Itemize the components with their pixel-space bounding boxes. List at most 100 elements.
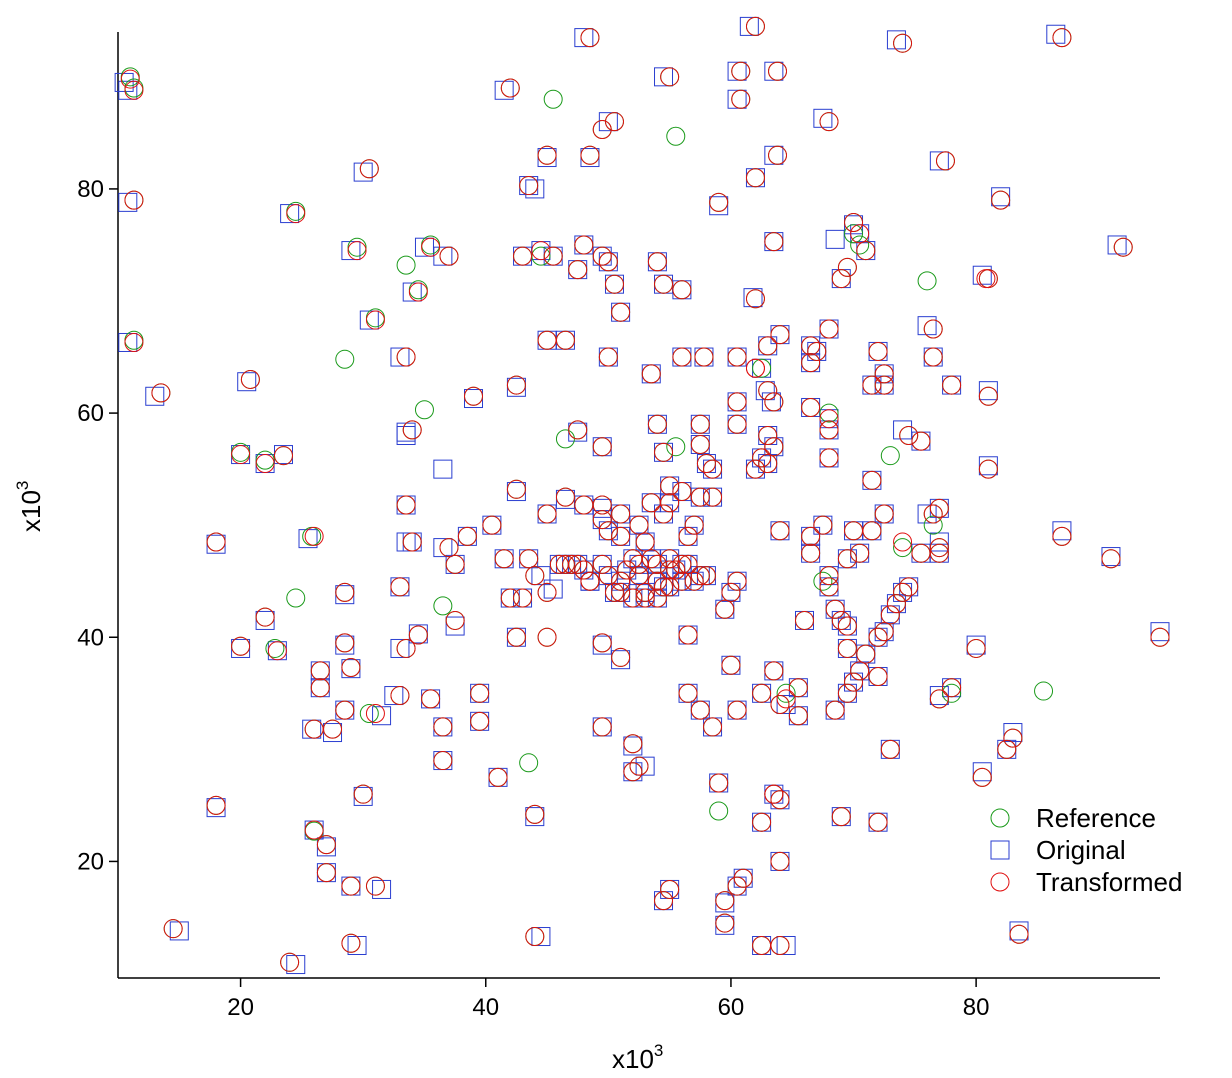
transformed-point: [310, 678, 330, 698]
transformed-point: [672, 482, 692, 502]
reference-point: [880, 446, 900, 466]
transformed-point: [788, 706, 808, 726]
transformed-point: [868, 627, 888, 647]
transformed-point: [788, 678, 808, 698]
transformed-point: [531, 241, 551, 261]
transformed-point: [672, 280, 692, 300]
transformed-point: [647, 414, 667, 434]
legend-marker-transformed: [990, 872, 1010, 892]
transformed-point: [335, 582, 355, 602]
transformed-point: [580, 145, 600, 165]
transformed-point: [703, 459, 723, 479]
transformed-point: [825, 599, 845, 619]
transformed-point: [635, 532, 655, 552]
transformed-point: [666, 560, 686, 580]
transformed-point: [654, 891, 674, 911]
transformed-point: [506, 627, 526, 647]
x-axis-label-exponent: 3: [654, 1041, 663, 1060]
reference-point: [709, 801, 729, 821]
reference-point: [347, 237, 367, 257]
transformed-point: [623, 588, 643, 608]
y-ticks: 20 40 60 80: [77, 176, 118, 875]
transformed-point: [255, 454, 275, 474]
original-point: [635, 756, 655, 776]
transformed-point: [935, 151, 955, 171]
transformed-point: [715, 913, 735, 933]
transformed-point: [727, 347, 747, 367]
reference-point: [942, 683, 962, 703]
transformed-point: [654, 577, 674, 597]
transformed-point: [709, 192, 729, 212]
transformed-point: [721, 655, 741, 675]
transformed-point: [445, 610, 465, 630]
transformed-point: [752, 448, 772, 468]
transformed-point: [684, 515, 704, 535]
transformed-point: [819, 420, 839, 440]
transformed-point: [641, 549, 661, 569]
transformed-point: [316, 835, 336, 855]
transformed-point: [801, 353, 821, 373]
y-tick-label: 40: [77, 624, 104, 651]
transformed-point: [304, 526, 324, 546]
original-point: [408, 624, 428, 644]
transformed-point: [831, 269, 851, 289]
transformed-point: [310, 661, 330, 681]
transformed-point: [752, 683, 772, 703]
transformed-point: [703, 717, 723, 737]
transformed-point: [537, 627, 557, 647]
transformed-point: [592, 246, 612, 266]
reference-point: [850, 235, 870, 255]
reference-point: [893, 538, 913, 558]
transformed-point: [886, 594, 906, 614]
transformed-point: [654, 504, 674, 524]
transformed-point: [764, 437, 784, 457]
transformed-point: [862, 470, 882, 490]
transformed-point: [390, 577, 410, 597]
transformed-point: [862, 375, 882, 395]
original-point: [1150, 622, 1170, 642]
transformed-point: [124, 332, 144, 352]
transformed-point: [592, 510, 612, 530]
y-axis-label: x103: [13, 481, 46, 532]
transformed-point: [629, 756, 649, 776]
transformed-point: [629, 554, 649, 574]
transformed-point: [323, 719, 343, 739]
transformed-point: [770, 790, 790, 810]
transformed-point: [758, 426, 778, 446]
transformed-point: [402, 420, 422, 440]
original-point: [525, 179, 545, 199]
reference-point: [917, 271, 937, 291]
transformed-point: [794, 610, 814, 630]
original-point: [972, 265, 992, 285]
original-point: [574, 28, 594, 48]
transformed-point: [997, 739, 1017, 759]
transformed-point: [482, 515, 502, 535]
transformed-point: [647, 588, 667, 608]
original-point: [1003, 723, 1023, 743]
transformed-point: [623, 734, 643, 754]
transformed-point: [976, 269, 996, 289]
transformed-point: [1150, 627, 1170, 647]
transformed-point: [647, 554, 667, 574]
transformed-point: [500, 588, 520, 608]
legend-marker-reference: [990, 808, 1010, 828]
transformed-point: [911, 543, 931, 563]
transformed-point: [923, 347, 943, 367]
transformed-point: [568, 260, 588, 280]
transformed-point: [929, 498, 949, 518]
transformed-point: [231, 636, 251, 656]
transformed-point: [801, 526, 821, 546]
transformed-point: [837, 638, 857, 658]
transformed-point: [758, 454, 778, 474]
x-tick-label: 80: [963, 994, 990, 1021]
transformed-point: [727, 876, 747, 896]
transformed-point: [850, 224, 870, 244]
reference-point: [666, 126, 686, 146]
data-points: [114, 16, 1170, 975]
original-point: [825, 229, 845, 249]
transformed-point: [494, 549, 514, 569]
original-point: [396, 532, 416, 552]
original-point: [727, 61, 747, 81]
legend-label-reference: Reference: [1036, 803, 1156, 833]
transformed-point: [874, 364, 894, 384]
